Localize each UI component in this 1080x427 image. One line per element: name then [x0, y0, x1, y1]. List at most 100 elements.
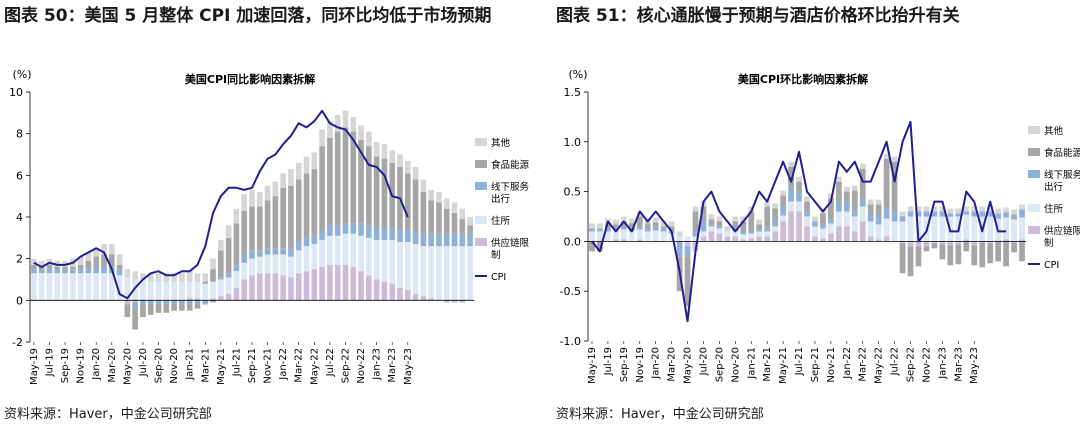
c1-bar-线下服务出行 — [955, 213, 962, 217]
c0-bar-食品能源 — [186, 304, 193, 311]
c0-legend-label: 线下服务出行 — [491, 181, 530, 205]
c1-bar-其他 — [963, 206, 970, 212]
c0-bar-住所 — [194, 281, 201, 299]
c1-x-tick-label: Mar-22 — [858, 347, 869, 382]
c0-bar-供应链限制 — [194, 298, 201, 301]
c0-bar-其他 — [108, 244, 115, 255]
c1-y-tick-label: 1.0 — [564, 136, 582, 149]
c0-bar-其他 — [202, 273, 209, 282]
c0-bar-线下服务出行 — [171, 300, 177, 305]
c0-bar-其他 — [319, 129, 325, 147]
c1-bar-供应链限制 — [1003, 239, 1009, 242]
c0-bar-食品能源 — [233, 223, 240, 265]
c0-x-tick-label: May-19 — [29, 348, 40, 385]
c0-bar-供应链限制 — [295, 273, 302, 301]
c1-bar-线下服务出行 — [780, 205, 786, 216]
c1-bar-食品能源 — [628, 223, 635, 229]
c0-bar-食品能源 — [467, 225, 473, 234]
c1-bar-线下服务出行 — [660, 228, 667, 232]
c0-bar-供应链限制 — [397, 287, 403, 301]
c1-bar-住所 — [748, 233, 755, 239]
c1-bar-线下服务出行 — [915, 211, 922, 217]
c0-bar-线下服务出行 — [342, 223, 349, 234]
c1-x-tick-label: Mar-20 — [667, 347, 678, 382]
c0-bar-线下服务出行 — [210, 300, 216, 303]
c1-bar-食品能源 — [1019, 241, 1025, 262]
c0-bar-线下服务出行 — [147, 300, 154, 305]
c0-bar-其他 — [381, 144, 388, 159]
c1-bar-供应链限制 — [947, 241, 954, 246]
c1-x-tick-label: Sep-19 — [619, 347, 630, 382]
c0-bar-线下服务出行 — [311, 235, 318, 245]
c1-bar-其他 — [859, 163, 866, 169]
c1-bar-其他 — [620, 216, 627, 222]
c0-bar-住所 — [334, 235, 341, 265]
c1-bar-供应链限制 — [740, 239, 747, 242]
c0-bar-其他 — [373, 142, 380, 157]
c1-bar-供应链限制 — [899, 241, 906, 244]
c0-legend-label: CPI — [491, 272, 506, 283]
c0-x-tick-label: May-21 — [216, 348, 227, 385]
c0-x-tick-label: Sep-20 — [154, 348, 165, 383]
c0-bar-其他 — [171, 273, 177, 282]
c0-bar-其他 — [179, 273, 185, 282]
c1-legend-label: 住所 — [1044, 203, 1064, 215]
c0-bar-供应链限制 — [428, 298, 434, 301]
c0-bar-住所 — [366, 237, 372, 276]
c1-bar-其他 — [915, 206, 922, 212]
c1-bar-线下服务出行 — [995, 213, 1001, 219]
c0-bar-供应链限制 — [218, 296, 224, 301]
c0-bar-供应链限制 — [124, 300, 131, 305]
c1-bar-供应链限制 — [748, 238, 755, 242]
c0-bar-食品能源 — [77, 264, 84, 270]
c0-bar-住所 — [31, 273, 37, 301]
left-chart-heading: 图表 50：美国 5 月整体 CPI 加速回落，同环比均低于市场预期 — [4, 6, 492, 26]
c1-bar-食品能源 — [684, 256, 691, 307]
c0-bar-线下服务出行 — [272, 248, 279, 255]
c1-bar-供应链限制 — [780, 221, 786, 242]
c0-bar-其他 — [186, 271, 193, 282]
c0-bar-线下服务出行 — [249, 250, 255, 259]
c0-bar-其他 — [404, 160, 411, 174]
c0-bar-其他 — [327, 121, 333, 138]
c1-bar-供应链限制 — [796, 211, 802, 242]
c0-bar-食品能源 — [334, 131, 341, 226]
c0-bar-住所 — [327, 235, 333, 265]
c0-bar-住所 — [38, 273, 45, 301]
c0-bar-住所 — [443, 246, 450, 301]
c1-bar-其他 — [899, 211, 906, 217]
c0-bar-线下服务出行 — [334, 225, 341, 236]
c0-x-tick-label: Jan-21 — [185, 348, 196, 381]
c0-x-tick-label: May-20 — [122, 348, 133, 385]
c0-bar-食品能源 — [108, 254, 115, 267]
c0-bar-供应链限制 — [381, 281, 388, 301]
c0-bar-其他 — [467, 217, 473, 226]
c0-bar-其他 — [62, 260, 68, 267]
c0-bar-其他 — [225, 225, 232, 238]
c0-bar-其他 — [334, 114, 341, 132]
c1-bar-线下服务出行 — [644, 228, 651, 232]
c0-bar-食品能源 — [70, 267, 76, 270]
c0-bar-住所 — [218, 279, 224, 297]
c1-x-tick-label: Sep-22 — [906, 347, 917, 382]
c1-bar-线下服务出行 — [907, 211, 914, 217]
c1-bar-供应链限制 — [812, 236, 818, 242]
c0-bar-线下服务出行 — [101, 267, 107, 274]
c0-bar-线下服务出行 — [38, 269, 45, 274]
c1-bar-其他 — [716, 216, 723, 222]
c1-bar-其他 — [756, 219, 763, 225]
c0-bar-线下服务出行 — [280, 248, 286, 255]
c1-x-tick-label: Jan-20 — [651, 347, 662, 380]
c0-bar-供应链限制 — [288, 277, 294, 301]
c0-bar-线下服务出行 — [70, 269, 76, 274]
c1-bar-其他 — [597, 223, 603, 229]
c0-bar-其他 — [147, 273, 154, 282]
c1-bar-供应链限制 — [963, 239, 970, 242]
c1-bar-其他 — [1019, 204, 1025, 210]
c1-bar-其他 — [875, 199, 882, 205]
c0-bar-线下服务出行 — [85, 269, 92, 274]
c0-bar-线下服务出行 — [77, 269, 84, 274]
c0-bar-食品能源 — [210, 269, 216, 282]
c1-y-unit: (%) — [568, 68, 587, 81]
c0-bar-食品能源 — [420, 192, 427, 234]
